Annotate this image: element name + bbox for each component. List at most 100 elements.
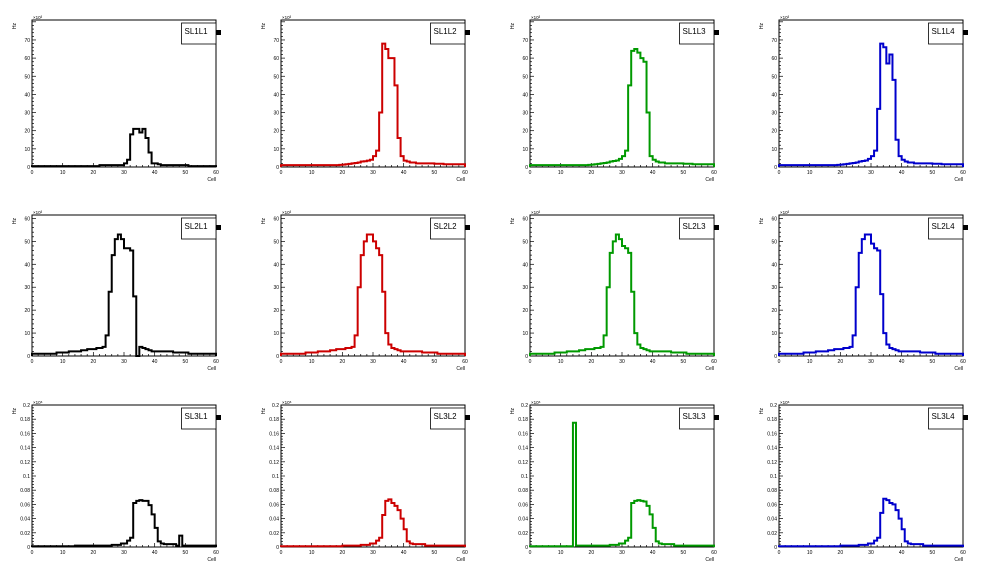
histogram-bin [382, 515, 385, 547]
histogram-bin [367, 545, 370, 547]
histogram-bin [665, 544, 668, 547]
x-tick-label: 20 [340, 550, 346, 556]
histogram-bin [545, 165, 548, 167]
histogram-bin [917, 351, 920, 356]
histogram-bin [167, 165, 170, 167]
histogram-bin [401, 156, 404, 167]
histogram-bin [788, 546, 791, 547]
histogram-bin [179, 165, 182, 167]
histogram-bin [330, 546, 333, 547]
histogram-bin [207, 166, 210, 167]
histogram-bin [816, 351, 819, 356]
histogram-bin [674, 353, 677, 356]
x-tick-label: 10 [60, 359, 66, 365]
histogram-bin [431, 163, 434, 167]
histogram-bin [902, 529, 905, 547]
title-box [430, 407, 466, 430]
histogram-bin [410, 351, 413, 356]
histogram-bin [210, 166, 213, 167]
histogram-bin [696, 354, 699, 356]
histogram-bin [434, 164, 437, 167]
histogram-bin [195, 166, 198, 167]
y-tick-label: 30 [273, 285, 279, 291]
histogram-bin [810, 353, 813, 356]
histogram-bin [951, 546, 954, 547]
x-tick-label: 40 [899, 550, 905, 556]
histogram-bin [865, 545, 868, 547]
histogram-bin [394, 85, 397, 167]
histogram-bin [702, 354, 705, 356]
histogram-bin [63, 546, 66, 547]
histogram-bin [376, 151, 379, 167]
y-tick-label: 0.12 [20, 460, 30, 466]
histogram-bin [539, 546, 542, 547]
x-tick-label: 60 [711, 170, 717, 176]
histogram-bin [293, 165, 296, 167]
histogram-bin [201, 166, 204, 167]
histogram-bin [561, 353, 564, 356]
histogram-bin [213, 354, 216, 356]
histogram-bin [594, 164, 597, 167]
x-tick-label: 50 [432, 550, 438, 556]
histogram-bin [161, 351, 164, 356]
histogram-bin [176, 165, 179, 167]
histogram-bin [364, 161, 367, 167]
histogram-panel-sl2l2: 0 10 20 30 40 50 600102030405060×10³HzCellSL2L… [261, 210, 470, 372]
histogram-bin [103, 165, 106, 167]
histogram-bin [668, 163, 671, 167]
histogram-bin [880, 294, 883, 356]
histogram-bin [914, 544, 917, 547]
histogram-bin [533, 546, 536, 547]
x-tick-label: 20 [589, 550, 595, 556]
histogram-bin [643, 62, 646, 167]
y-tick-label: 30 [522, 111, 528, 117]
y-tick-label: 60 [522, 56, 528, 62]
histogram-bin [456, 354, 459, 356]
histogram-bin [133, 296, 136, 356]
histogram-bin [434, 546, 437, 547]
histogram-bin [99, 165, 102, 167]
histogram-bin [689, 164, 692, 167]
histogram-bin [794, 354, 797, 356]
histogram-bin [886, 500, 889, 547]
y-tick-label: 0 [525, 354, 528, 360]
x-tick-label: 10 [309, 170, 315, 176]
histogram-bin [634, 501, 637, 547]
x-axis-label: Cell [207, 366, 216, 372]
histogram-bin [825, 165, 828, 167]
histogram-bin [954, 354, 957, 356]
histogram-bin [591, 165, 594, 167]
histogram-bin [834, 165, 837, 167]
histogram-bin [459, 354, 462, 356]
histogram-bin [407, 541, 410, 547]
histogram-bin [880, 44, 883, 167]
histogram-bin [422, 163, 425, 167]
x-tick-label: 60 [462, 550, 468, 556]
histogram-bin [708, 354, 711, 356]
histogram-bin [136, 501, 139, 547]
histogram-bin [428, 163, 431, 167]
histogram-bin [164, 351, 167, 356]
histogram-bin [60, 353, 63, 356]
y-tick-label: 0.2 [272, 403, 279, 409]
histogram-bin [290, 354, 293, 356]
histogram-bin [345, 164, 348, 167]
histogram-bin [182, 353, 185, 356]
histogram-bin [631, 292, 634, 356]
histogram-bin [330, 165, 333, 167]
histogram-bin [579, 165, 582, 167]
histogram-bin [158, 351, 161, 356]
y-tick-label: 0.2 [770, 403, 777, 409]
histogram-bin [318, 165, 321, 167]
histogram-bin [782, 354, 785, 356]
y-tick-label: 50 [522, 74, 528, 80]
y-tick-label: 0.06 [767, 502, 777, 508]
histogram-bin [935, 546, 938, 547]
y-tick-label: 20 [24, 129, 30, 135]
histogram-bin [161, 165, 164, 167]
histogram-bin [391, 58, 394, 167]
histogram-bin [450, 546, 453, 547]
histogram-title: SL3L2 [434, 412, 458, 421]
histogram-title: SL1L3 [683, 27, 707, 36]
histogram-bin [957, 164, 960, 167]
